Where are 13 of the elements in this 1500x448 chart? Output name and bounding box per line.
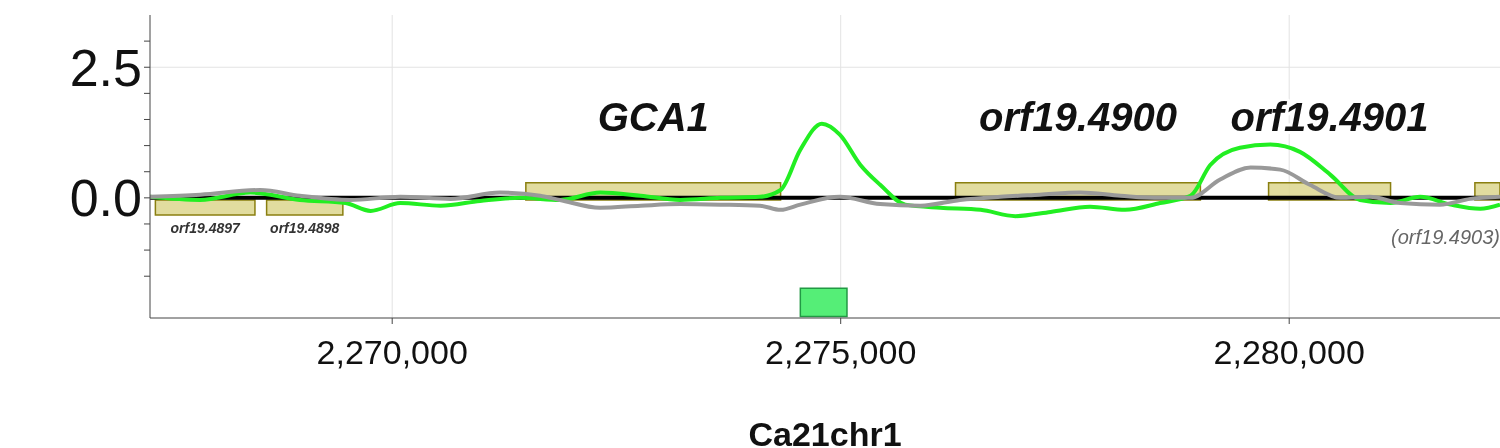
y-tick-label: 0.0 xyxy=(69,169,142,228)
band-label: GCA1 xyxy=(597,94,709,139)
x-axis-title: Ca21chr1 xyxy=(748,415,902,448)
x-tick-label: 2,270,000 xyxy=(316,333,468,372)
band-label: orf19.4900 xyxy=(979,94,1177,139)
x-tick-label: 2,275,000 xyxy=(765,333,917,372)
band-label: (orf19.4903) xyxy=(1391,225,1500,248)
band-label: orf19.4897 xyxy=(170,220,242,237)
band-label: orf19.4898 xyxy=(270,220,340,237)
y-tick-label: 2.5 xyxy=(69,38,142,97)
line-series xyxy=(150,165,1500,212)
band-label: orf19.4901 xyxy=(1230,94,1429,139)
x-tick-label: 2,280,000 xyxy=(1213,333,1365,372)
